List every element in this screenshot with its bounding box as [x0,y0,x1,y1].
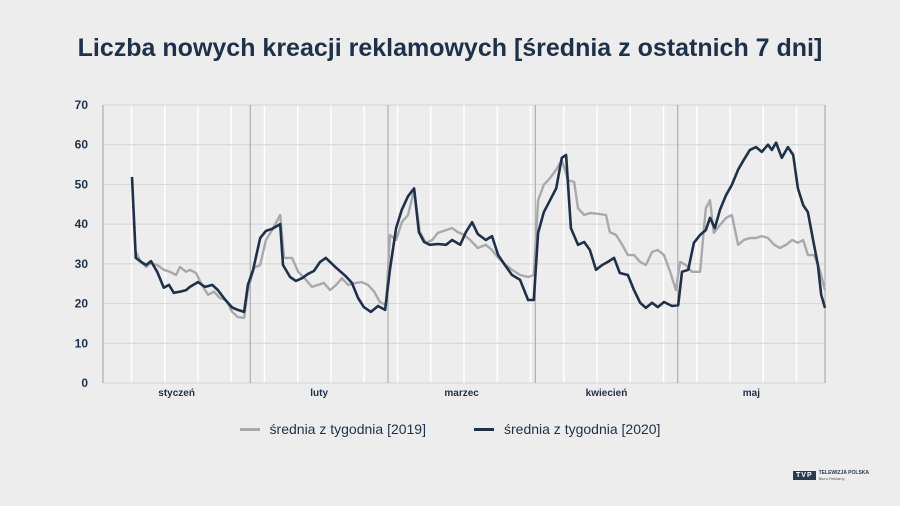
series-line-2019 [134,158,827,320]
legend-label-2020: średnia z tygodnia [2020] [504,421,661,437]
month-label: maj [743,388,760,399]
legend-swatch-2019 [239,427,260,431]
month-label: luty [310,388,328,399]
month-label: styczeń [158,388,195,399]
legend-item-2019: średnia z tygodnia [2019] [239,421,426,437]
y-tick-label: 40 [75,217,89,231]
chart-title: Liczba nowych kreacji reklamowych [średn… [77,34,823,62]
month-label: marzec [444,388,479,399]
legend-label-2019: średnia z tygodnia [2019] [269,421,426,437]
logo-line2: Biuro Reklamy [818,476,845,481]
legend: średnia z tygodnia [2019] średnia z tygo… [0,421,900,437]
y-tick-label: 30 [75,257,89,271]
month-label: kwiecień [586,388,628,399]
y-tick-label: 70 [75,98,89,112]
series-line-2020 [130,141,827,314]
y-tick-label: 50 [75,177,89,191]
legend-item-2020: średnia z tygodnia [2020] [474,421,660,437]
y-tick-label: 10 [75,336,89,350]
y-tick-label: 0 [81,376,88,390]
y-tick-label: 20 [75,297,89,311]
legend-swatch-2020 [474,427,494,431]
logo-box: TVP [793,471,816,480]
tvp-logo: TVP TELEWIZJA POLSKA Biuro Reklamy [793,470,869,481]
y-tick-label: 60 [75,138,89,152]
logo-line1: TELEWIZJA POLSKA [818,470,869,476]
